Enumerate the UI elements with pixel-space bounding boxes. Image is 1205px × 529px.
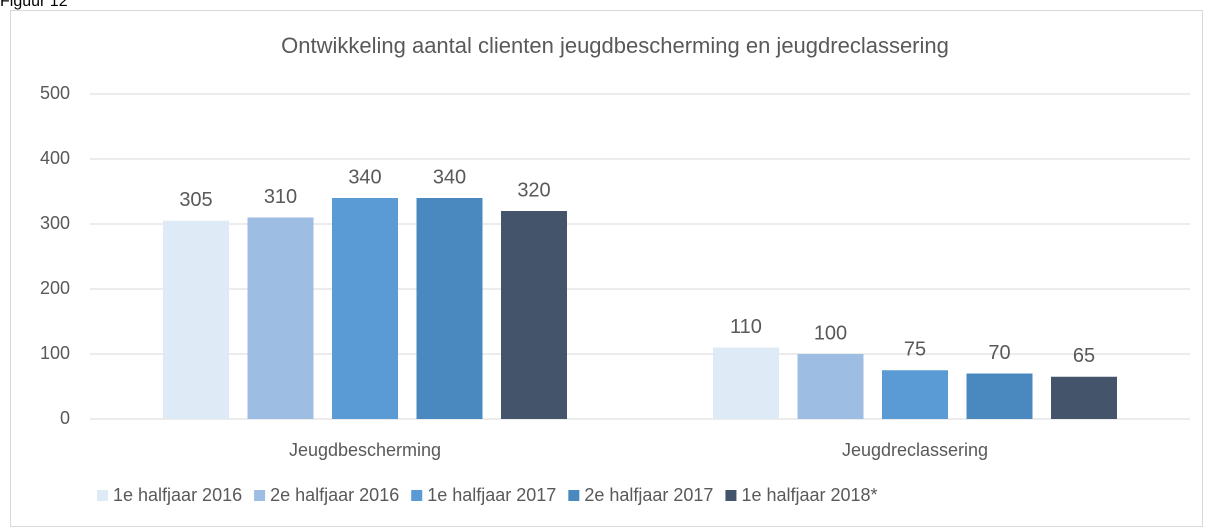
data-label: 75 bbox=[904, 339, 926, 361]
chart-title: Ontwikkeling aantal clienten jeugdbesche… bbox=[281, 33, 949, 58]
legend-swatch bbox=[568, 490, 580, 501]
bar bbox=[416, 198, 483, 419]
data-label: 340 bbox=[433, 166, 466, 188]
legend-label: 1e halfjaar 2017 bbox=[427, 485, 556, 505]
legend-swatch bbox=[97, 490, 108, 501]
legend-swatch bbox=[411, 490, 423, 501]
legend-label: 2e halfjaar 2017 bbox=[584, 485, 713, 505]
data-label: 305 bbox=[179, 189, 212, 211]
bar bbox=[247, 217, 314, 419]
data-label: 100 bbox=[814, 322, 847, 344]
legend-label: 1e halfjaar 2016 bbox=[113, 485, 242, 505]
y-tick-label: 500 bbox=[40, 83, 70, 103]
bar bbox=[163, 220, 229, 419]
x-tick-label: Jeugdbescherming bbox=[289, 440, 441, 460]
x-tick-label: Jeugdreclassering bbox=[842, 440, 988, 460]
bar bbox=[882, 370, 948, 419]
bar bbox=[713, 347, 779, 419]
data-label: 320 bbox=[517, 179, 550, 201]
bar bbox=[1051, 376, 1117, 419]
figure-label: Figuur 12 bbox=[0, 0, 68, 10]
data-label: 70 bbox=[988, 342, 1010, 364]
y-tick-label: 400 bbox=[40, 148, 70, 168]
bar bbox=[501, 211, 567, 419]
bar bbox=[797, 354, 864, 419]
y-tick-label: 100 bbox=[40, 343, 70, 363]
data-label: 310 bbox=[264, 186, 297, 208]
y-tick-label: 300 bbox=[40, 213, 70, 233]
bar bbox=[332, 198, 398, 419]
data-label: 65 bbox=[1073, 345, 1095, 367]
data-label: 110 bbox=[730, 316, 762, 338]
legend-swatch bbox=[725, 490, 737, 501]
legend-label: 1e halfjaar 2018* bbox=[741, 485, 877, 505]
bar bbox=[966, 373, 1033, 419]
data-label: 340 bbox=[348, 166, 381, 188]
y-tick-label: 0 bbox=[60, 408, 70, 428]
legend-swatch bbox=[254, 490, 266, 501]
legend-label: 2e halfjaar 2016 bbox=[270, 485, 399, 505]
y-tick-label: 200 bbox=[40, 278, 70, 298]
